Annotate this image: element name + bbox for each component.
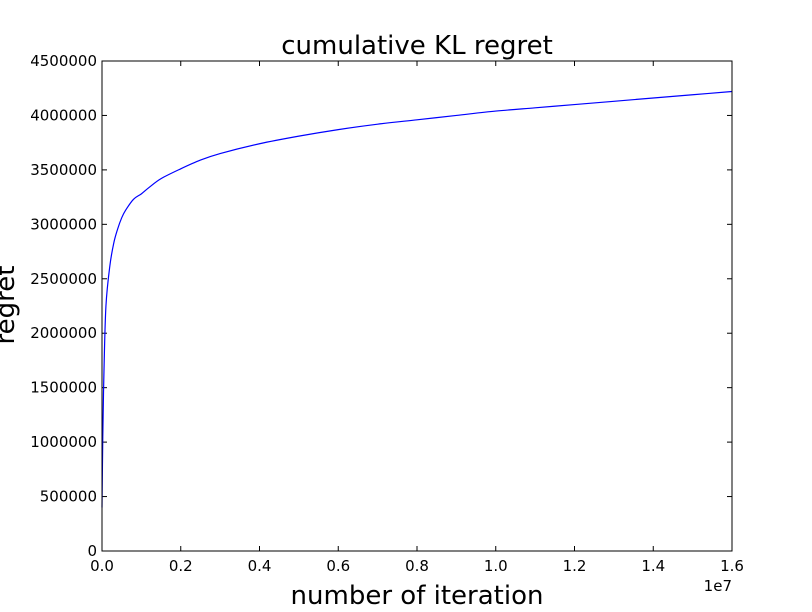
y-axis-ticks: 0 500000 1000000 1500000 2000000 2500000 30000… (30, 52, 732, 560)
x-tick-label: 1.2 (563, 557, 587, 575)
chart-title: cumulative KL regret (281, 31, 553, 61)
y-axis-label: regret (0, 266, 21, 345)
x-tick-label: 0.2 (169, 557, 193, 575)
x-axis-label: number of iteration (291, 581, 544, 611)
y-tick-label: 4500000 (30, 52, 97, 70)
x-axis-offset-label: 1e7 (704, 577, 732, 595)
x-tick-label: 1.4 (641, 557, 665, 575)
series-group (101, 90, 733, 508)
x-axis-ticks: 0.0 0.2 0.4 0.6 0.8 1.0 1.2 1.4 1.6 (90, 61, 744, 575)
y-tick-label: 2000000 (30, 324, 97, 342)
y-tick-label: 1000000 (30, 433, 97, 451)
y-tick-label: 500000 (40, 488, 97, 506)
series-line-0 (101, 90, 733, 508)
y-tick-label: 4000000 (30, 106, 97, 124)
x-tick-label: 0.0 (90, 557, 114, 575)
x-tick-label: 1.6 (720, 557, 744, 575)
x-tick-label: 1.0 (484, 557, 508, 575)
y-tick-label: 3500000 (30, 161, 97, 179)
y-tick-label: 0 (87, 542, 97, 560)
y-tick-label: 2500000 (30, 270, 97, 288)
plot-frame (101, 60, 733, 552)
x-tick-label: 0.4 (248, 557, 272, 575)
x-tick-label: 0.8 (405, 557, 429, 575)
x-tick-label: 0.6 (326, 557, 350, 575)
y-tick-label: 3000000 (30, 215, 97, 233)
y-tick-label: 1500000 (30, 379, 97, 397)
